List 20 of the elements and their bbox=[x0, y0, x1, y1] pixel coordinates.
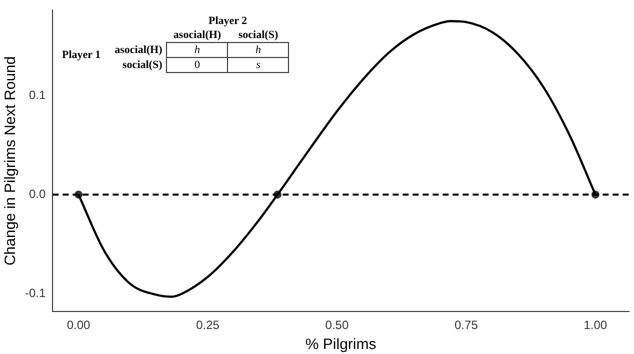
annotation: s bbox=[228, 58, 289, 72]
x-tick-label: 1.00 bbox=[584, 318, 608, 332]
y-tick-label: 0.1 bbox=[28, 88, 46, 102]
annotation: social(S) bbox=[122, 58, 164, 72]
y-tick-label: 0.0 bbox=[28, 186, 46, 201]
annotation: social(S) bbox=[237, 28, 280, 42]
annotation: Player 2 bbox=[207, 14, 248, 28]
annotation: asocial(H) bbox=[114, 43, 164, 58]
x-tick-label: 0.00 bbox=[66, 318, 91, 332]
y-axis-title: Change in Pilgrims Next Round bbox=[2, 56, 20, 266]
x-axis-title: % Pilgrims bbox=[305, 336, 376, 354]
annotation: asocial(H) bbox=[172, 28, 222, 42]
x-tick-label: 0.75 bbox=[454, 318, 478, 332]
annotation: h bbox=[166, 42, 228, 58]
y-tick-label: -0.1 bbox=[24, 286, 46, 300]
x-tick-label: 0.50 bbox=[325, 318, 349, 332]
x-tick-label: 0.25 bbox=[196, 318, 220, 332]
annotation: h bbox=[228, 42, 289, 58]
annotation: 0 bbox=[166, 58, 228, 72]
annotation: Player 1 bbox=[62, 48, 101, 60]
